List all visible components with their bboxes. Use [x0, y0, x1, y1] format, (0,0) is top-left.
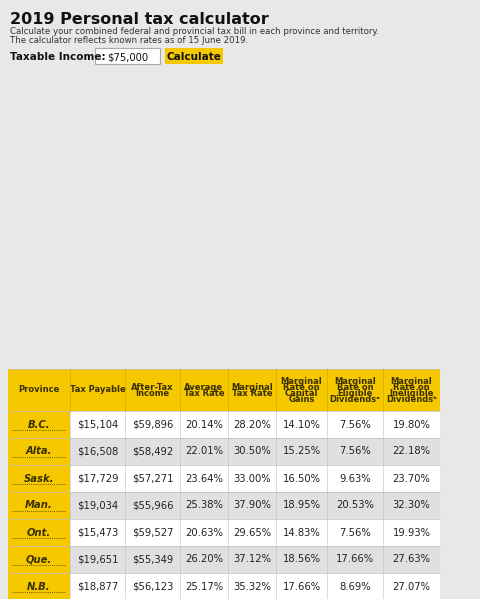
Text: $19,034: $19,034: [77, 501, 118, 510]
Text: 23.64%: 23.64%: [185, 473, 223, 483]
Bar: [8, 519, 70, 546]
Text: 8.69%: 8.69%: [339, 582, 371, 591]
Text: $17,729: $17,729: [77, 473, 118, 483]
Text: $55,966: $55,966: [132, 501, 173, 510]
Bar: [95, 48, 160, 64]
Text: $19,651: $19,651: [77, 555, 118, 564]
Text: $56,123: $56,123: [132, 582, 173, 591]
Bar: [70, 492, 440, 519]
Text: 18.95%: 18.95%: [283, 501, 321, 510]
Text: Dividendsᵃ: Dividendsᵃ: [329, 395, 381, 404]
Text: 35.32%: 35.32%: [233, 582, 271, 591]
Text: 17.66%: 17.66%: [336, 555, 374, 564]
Text: 7.56%: 7.56%: [339, 419, 371, 429]
Text: $75,000: $75,000: [108, 52, 149, 62]
Bar: [70, 546, 440, 573]
Bar: [8, 573, 70, 599]
Bar: [70, 519, 440, 546]
Bar: [70, 438, 440, 465]
Text: 23.70%: 23.70%: [393, 473, 431, 483]
Text: 32.30%: 32.30%: [393, 501, 431, 510]
Text: 30.50%: 30.50%: [233, 446, 271, 456]
Text: B.C.: B.C.: [28, 419, 50, 429]
Text: Average: Average: [184, 383, 224, 392]
Bar: [70, 573, 440, 599]
Text: N.B.: N.B.: [27, 582, 51, 591]
Text: 7.56%: 7.56%: [339, 446, 371, 456]
Text: Ineligible: Ineligible: [389, 389, 434, 398]
Text: 28.20%: 28.20%: [233, 419, 271, 429]
Text: 19.93%: 19.93%: [393, 528, 431, 537]
Text: $59,527: $59,527: [132, 528, 173, 537]
Text: $57,271: $57,271: [132, 473, 173, 483]
Text: 15.25%: 15.25%: [282, 446, 321, 456]
Text: 14.10%: 14.10%: [283, 419, 321, 429]
Text: 33.00%: 33.00%: [233, 473, 271, 483]
Bar: [70, 411, 440, 438]
Text: Taxable Income:: Taxable Income:: [10, 52, 106, 62]
Text: 14.83%: 14.83%: [283, 528, 320, 537]
Text: Marginal: Marginal: [391, 377, 432, 386]
Bar: [165, 48, 223, 64]
Bar: [8, 546, 70, 573]
Text: 20.53%: 20.53%: [336, 501, 374, 510]
Text: Rate on: Rate on: [336, 383, 373, 392]
Text: 20.63%: 20.63%: [185, 528, 223, 537]
Text: $15,104: $15,104: [77, 419, 118, 429]
Text: 18.56%: 18.56%: [283, 555, 321, 564]
Text: 26.20%: 26.20%: [185, 555, 223, 564]
Bar: [8, 438, 70, 465]
Text: Dividendsᵇ: Dividendsᵇ: [386, 395, 437, 404]
Text: Tax Rate: Tax Rate: [184, 389, 224, 398]
Text: 37.90%: 37.90%: [233, 501, 271, 510]
Text: 29.65%: 29.65%: [233, 528, 271, 537]
Text: Calculate your combined federal and provincial tax bill in each province and ter: Calculate your combined federal and prov…: [10, 27, 379, 36]
Text: 22.18%: 22.18%: [393, 446, 431, 456]
Bar: [8, 465, 70, 492]
Text: 9.63%: 9.63%: [339, 473, 371, 483]
Text: 27.07%: 27.07%: [393, 582, 431, 591]
Text: Tax Payable: Tax Payable: [70, 386, 125, 395]
Text: Marginal: Marginal: [231, 383, 273, 392]
Text: $16,508: $16,508: [77, 446, 118, 456]
Bar: [8, 369, 440, 411]
Text: 27.63%: 27.63%: [393, 555, 431, 564]
Text: 22.01%: 22.01%: [185, 446, 223, 456]
Text: 20.14%: 20.14%: [185, 419, 223, 429]
Text: $58,492: $58,492: [132, 446, 173, 456]
Text: Man.: Man.: [25, 501, 53, 510]
Text: The calculator reflects known rates as of 15 June 2019.: The calculator reflects known rates as o…: [10, 36, 248, 45]
Text: Calculate: Calculate: [167, 52, 221, 62]
Text: 16.50%: 16.50%: [283, 473, 321, 483]
Text: 37.12%: 37.12%: [233, 555, 271, 564]
Text: Marginal: Marginal: [281, 377, 323, 386]
Text: Ont.: Ont.: [27, 528, 51, 537]
Text: After-Tax: After-Tax: [131, 383, 174, 392]
Text: $55,349: $55,349: [132, 555, 173, 564]
Text: Gains: Gains: [288, 395, 315, 404]
Text: Province: Province: [18, 386, 60, 395]
Text: 17.66%: 17.66%: [282, 582, 321, 591]
Text: $15,473: $15,473: [77, 528, 118, 537]
Text: 2019 Personal tax calculator: 2019 Personal tax calculator: [10, 12, 269, 27]
Text: $18,877: $18,877: [77, 582, 118, 591]
Text: Sask.: Sask.: [24, 473, 54, 483]
Text: Capital: Capital: [285, 389, 318, 398]
Text: Alta.: Alta.: [26, 446, 52, 456]
Text: $59,896: $59,896: [132, 419, 173, 429]
Text: Eligible: Eligible: [337, 389, 372, 398]
Text: 25.38%: 25.38%: [185, 501, 223, 510]
Bar: [8, 492, 70, 519]
Bar: [8, 411, 70, 438]
Text: Rate on: Rate on: [283, 383, 320, 392]
Bar: [70, 465, 440, 492]
Text: 25.17%: 25.17%: [185, 582, 223, 591]
Text: 19.80%: 19.80%: [393, 419, 431, 429]
Text: Tax Rate: Tax Rate: [232, 389, 272, 398]
Text: Que.: Que.: [26, 555, 52, 564]
Text: Rate on: Rate on: [393, 383, 430, 392]
Text: Income: Income: [135, 389, 169, 398]
Text: Marginal: Marginal: [334, 377, 376, 386]
Text: 7.56%: 7.56%: [339, 528, 371, 537]
